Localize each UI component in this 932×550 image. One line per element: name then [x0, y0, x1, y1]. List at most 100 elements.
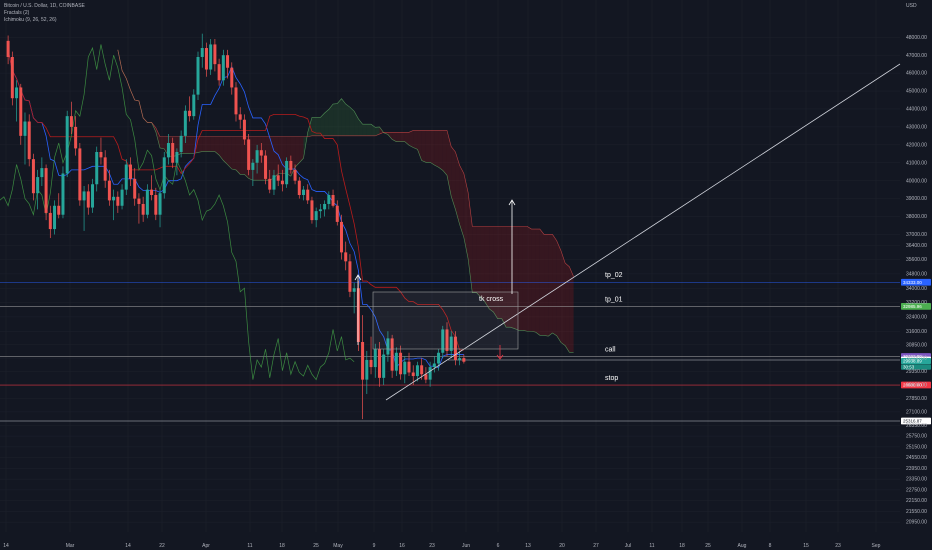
candle-body — [297, 180, 301, 196]
candle-body — [133, 178, 137, 199]
price-tag-tp_01 — [901, 302, 931, 310]
candle-body — [91, 184, 95, 208]
price-tick-label: 26350.00 — [906, 423, 927, 429]
candle-body — [234, 87, 238, 115]
candle-body — [78, 148, 82, 201]
cloud-segment — [257, 136, 262, 181]
price-tag-text-stop: 28600.00 — [903, 383, 922, 388]
cloud-segment — [421, 130, 426, 163]
candle-body — [48, 212, 52, 230]
candle-body — [175, 151, 179, 163]
cloud-segment — [295, 136, 300, 168]
candle-body — [437, 352, 441, 364]
candle-body — [65, 116, 69, 174]
candle-body — [10, 56, 14, 99]
cloud-segment — [489, 226, 494, 312]
candle-body — [306, 189, 310, 201]
cloud-segment — [337, 98, 342, 136]
level-label-call: call — [605, 346, 616, 353]
time-tick-label: 15 — [803, 543, 809, 549]
symbol-title: Bitcoin / U.S. Dollar, 1D, COINBASE — [4, 3, 86, 9]
candle-body — [276, 175, 280, 181]
cloud-segment — [307, 117, 312, 137]
candle-body — [403, 361, 407, 375]
time-axis[interactable]: 14 Mar 14 22 Apr 11 18 25 May 9 16 23 Jun 6 13 20 27 Jul 1… — [3, 543, 880, 549]
price-tick-label: 21550.00 — [906, 509, 927, 515]
candle-body — [192, 94, 196, 117]
candle-body — [361, 341, 365, 380]
price-tick-label: 34000.00 — [906, 286, 927, 292]
time-tick-label: 18 — [279, 543, 285, 549]
candle-body — [289, 160, 293, 170]
candle-body — [99, 151, 103, 158]
cloud-segment — [198, 136, 203, 153]
candle-body — [23, 121, 27, 136]
time-tick-label: 13 — [525, 543, 531, 549]
candle-body — [415, 365, 419, 377]
candle-body — [95, 151, 99, 185]
price-tick-label: 32400.00 — [906, 314, 927, 320]
cloud-segment — [273, 136, 279, 178]
candle-body — [280, 180, 284, 185]
last-price-sub-tag — [901, 364, 931, 370]
cloud-segment — [349, 107, 355, 136]
time-tick-label: Aug — [738, 543, 747, 549]
candle-body — [458, 358, 462, 360]
cloud-segment — [459, 165, 464, 238]
candle-body — [407, 361, 411, 373]
cloud-segment — [362, 124, 367, 136]
cloud-segment — [404, 132, 410, 146]
cloud-segment — [206, 136, 211, 152]
tk-cross-label: tk cross — [479, 296, 504, 303]
drawings[interactable]: tk cross — [354, 63, 901, 401]
candle-body — [158, 193, 162, 215]
cloud-segment — [455, 151, 460, 225]
time-tick-label: Apr — [202, 543, 210, 549]
cloud-segment — [392, 132, 397, 142]
candle-body — [61, 173, 65, 215]
time-tick-label: Jul — [625, 543, 631, 549]
candle-body — [462, 358, 466, 362]
candle-body — [150, 189, 154, 196]
candle-body — [57, 205, 61, 215]
price-tick-label: 39000.00 — [906, 196, 927, 202]
candle-body — [365, 359, 369, 380]
price-tag-stop — [901, 381, 931, 389]
candle-body — [285, 160, 289, 185]
trendline[interactable] — [385, 63, 901, 401]
kijun-sen-line — [7, 49, 464, 351]
horizontal-levels[interactable]: 34333.00 tp_02 32985.96 tp_01 30192.00 call 28… — [0, 272, 931, 425]
cloud-segment — [522, 226, 528, 332]
candle-body — [209, 44, 213, 70]
price-tick-label: 35600.00 — [906, 257, 927, 263]
price-tick-label: 41000.00 — [906, 160, 927, 166]
candle-body — [441, 329, 445, 353]
cloud-segment — [417, 130, 422, 161]
cloud-segment — [476, 226, 481, 298]
indicator-fractals[interactable]: Fractals (2) — [4, 10, 30, 16]
candle-body — [221, 55, 225, 81]
cloud-segment — [413, 130, 418, 150]
candle-body — [213, 44, 217, 65]
time-tick-label: Sep — [872, 543, 881, 549]
last-price-text: 29938.89 — [903, 359, 922, 364]
cloud-segment — [531, 229, 536, 333]
candle-body — [69, 116, 73, 127]
cloud-segment — [160, 136, 165, 149]
indicator-ichimoku[interactable]: Ichimoku (9, 26, 52, 26) — [4, 17, 57, 23]
consolidation-box[interactable] — [372, 291, 519, 350]
time-tick-label: 25 — [705, 543, 711, 549]
candle-body — [124, 164, 128, 190]
price-tag-tp_02 — [901, 278, 931, 286]
cloud-segment — [556, 240, 561, 343]
price-tick-label: 23350.00 — [906, 477, 927, 483]
candle-body — [230, 67, 234, 88]
price-tick-label: 23950.00 — [906, 466, 927, 472]
cloud-segment — [316, 117, 321, 136]
price-tick-label: 25150.00 — [906, 444, 927, 450]
price-axis[interactable]: USD 48000.00 47000.00 46000.00 45000.00 4400… — [906, 3, 927, 526]
candle-body — [344, 252, 348, 262]
candle-body — [128, 164, 132, 179]
